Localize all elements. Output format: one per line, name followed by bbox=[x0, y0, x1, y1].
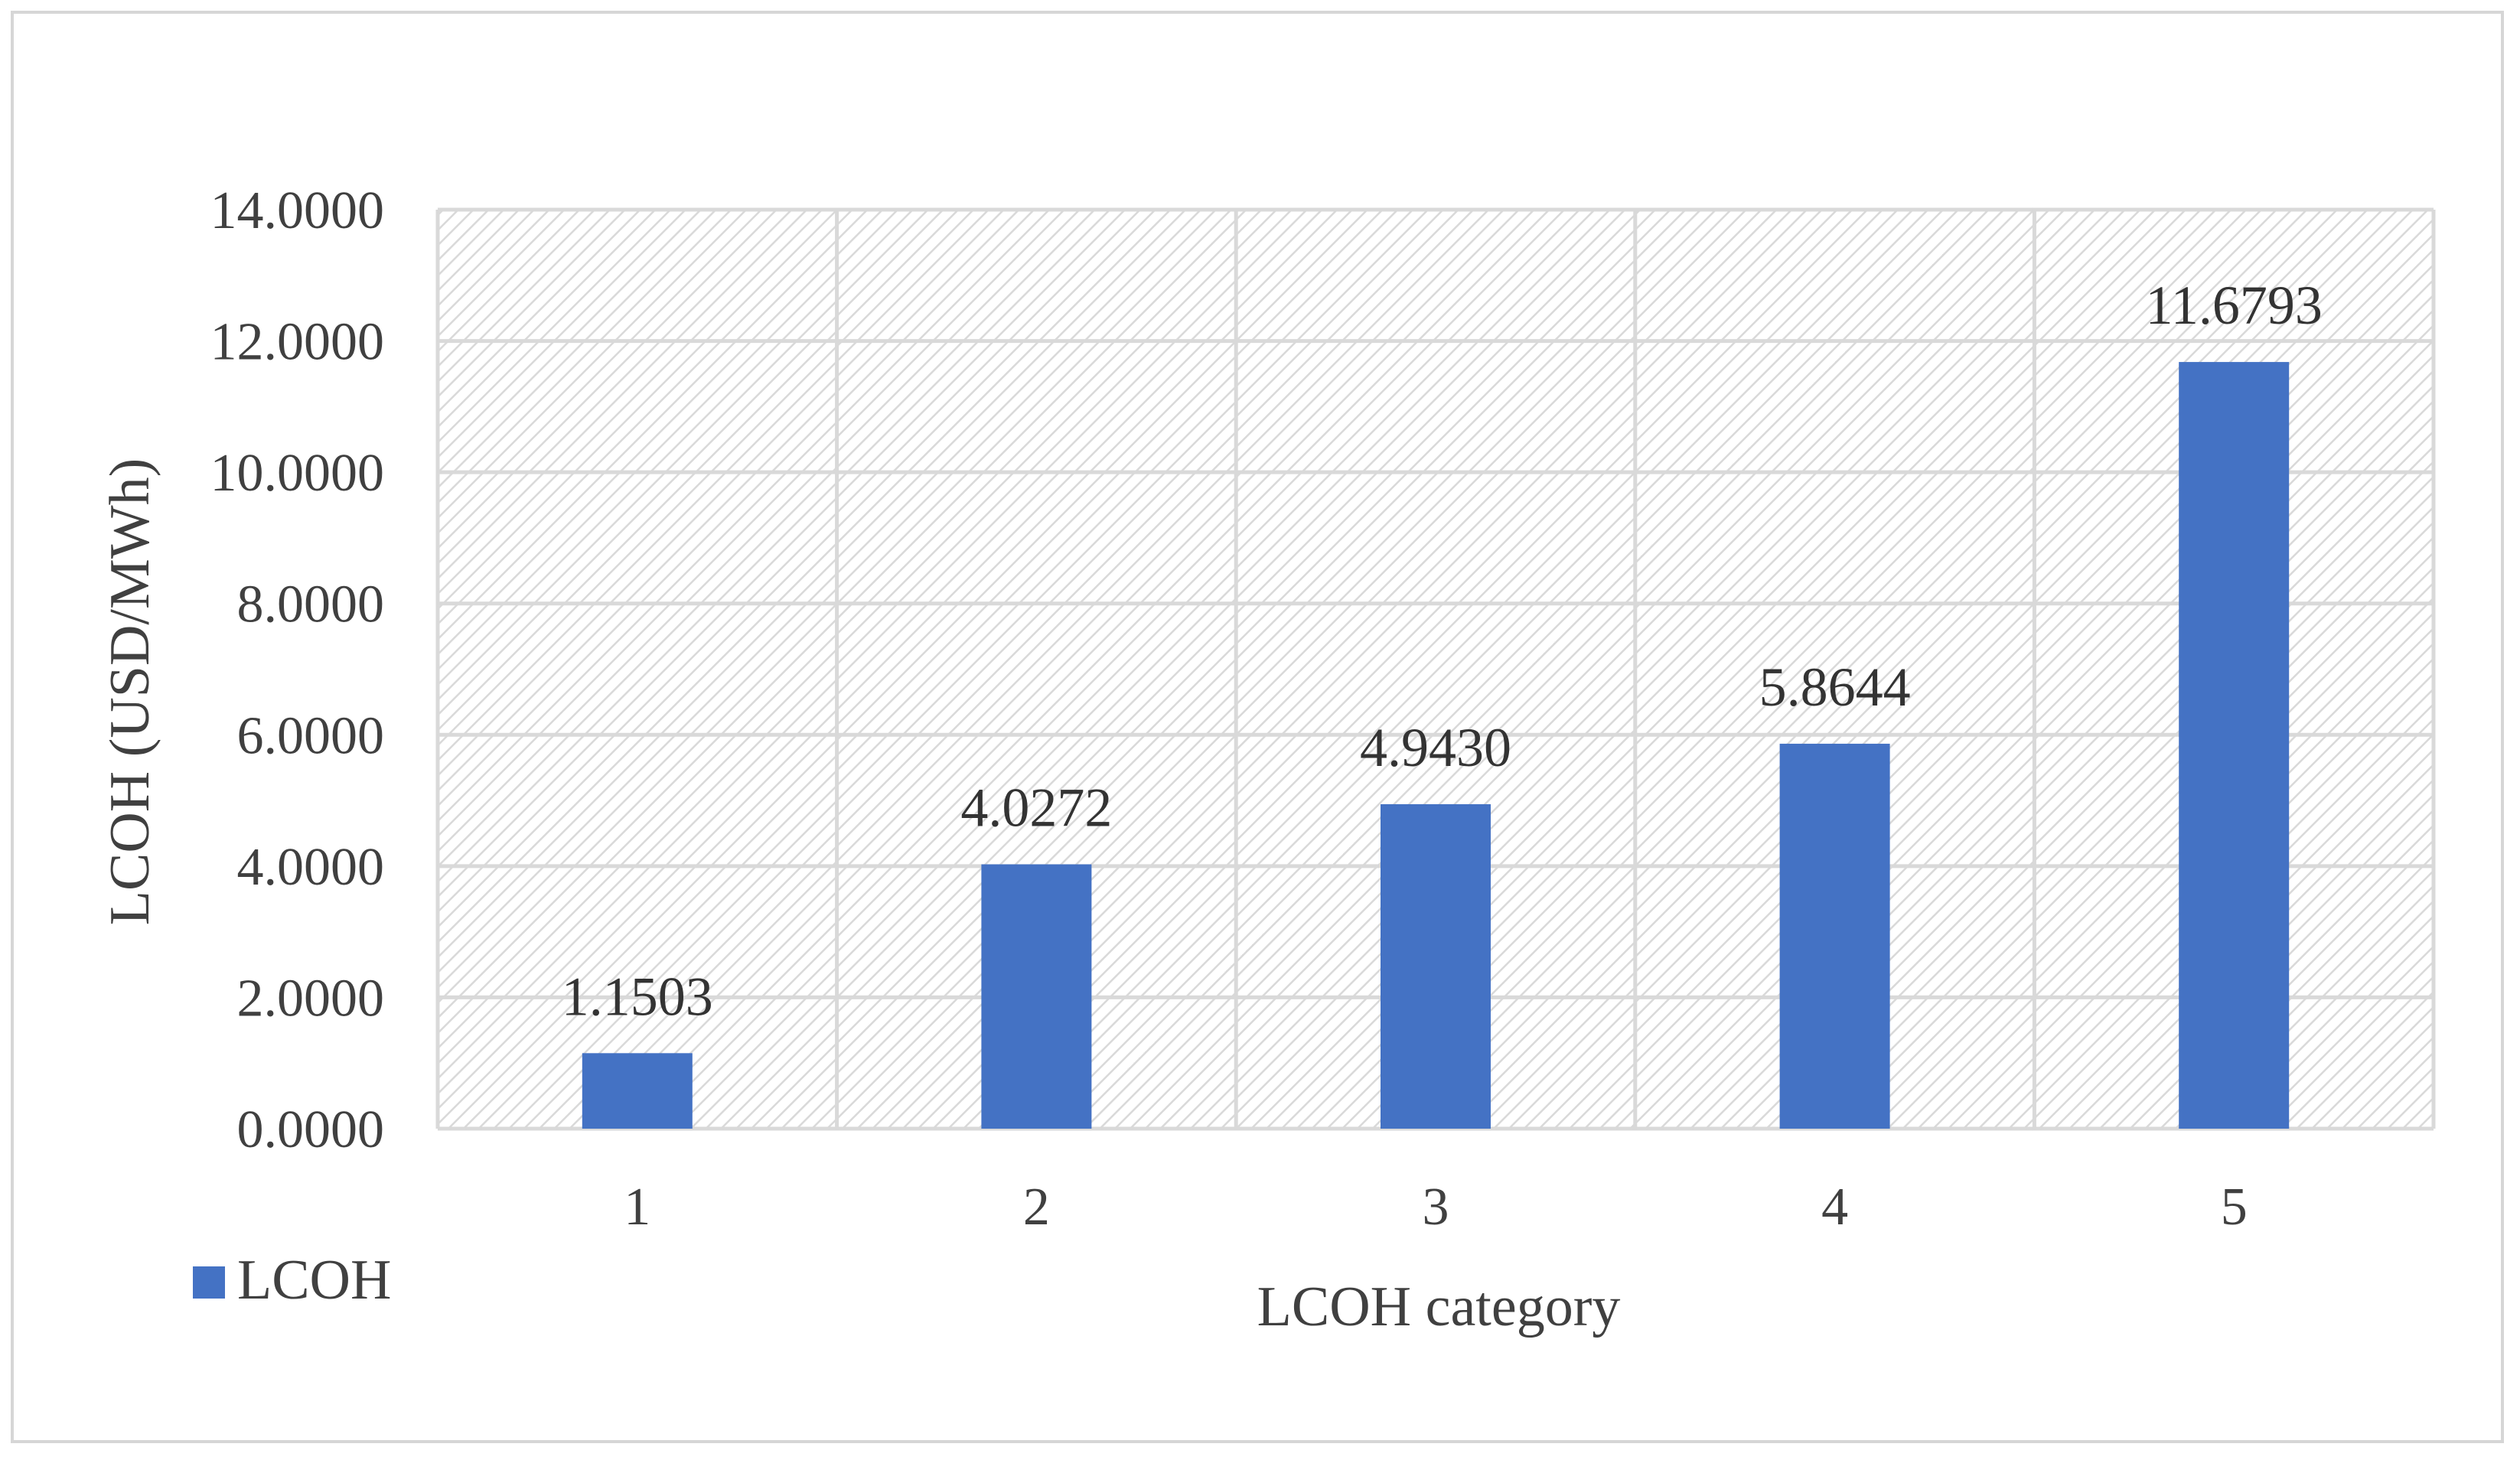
data-label-4: 5.8644 bbox=[1759, 657, 1911, 718]
bar-1 bbox=[582, 1053, 693, 1129]
data-label-5: 11.6793 bbox=[2146, 275, 2323, 336]
data-label-1: 1.1503 bbox=[562, 966, 713, 1027]
bar-5 bbox=[2179, 362, 2290, 1129]
x-axis-tick-labels: 1 2 3 4 5 bbox=[624, 1178, 2247, 1237]
y-axis-title: LCOH (USD/MWh) bbox=[99, 458, 161, 925]
y-tick-label: 0.0000 bbox=[237, 1100, 385, 1159]
y-tick-label: 4.0000 bbox=[237, 838, 385, 897]
legend-swatch-lcoh bbox=[193, 1266, 225, 1299]
y-tick-label: 2.0000 bbox=[237, 969, 385, 1028]
legend-label-lcoh: LCOH bbox=[237, 1249, 391, 1312]
y-tick-label: 6.0000 bbox=[237, 706, 385, 765]
y-axis-tick-labels: 0.0000 2.0000 4.0000 6.0000 8.0000 10.0000 12.… bbox=[210, 181, 385, 1159]
y-tick-label: 14.0000 bbox=[210, 181, 385, 240]
x-tick-label: 4 bbox=[1821, 1178, 1848, 1237]
x-tick-label: 1 bbox=[624, 1178, 650, 1237]
bars bbox=[582, 362, 2290, 1129]
data-label-2: 4.0272 bbox=[960, 777, 1112, 839]
x-tick-label: 5 bbox=[2221, 1178, 2248, 1237]
bar-3 bbox=[1381, 803, 1491, 1129]
bar-4 bbox=[1779, 743, 1890, 1129]
y-tick-label: 8.0000 bbox=[237, 575, 385, 634]
data-label-3: 4.9430 bbox=[1360, 717, 1511, 778]
data-labels: 1.1503 4.0272 4.9430 5.8644 11.6793 bbox=[562, 275, 2323, 1027]
bar-2 bbox=[981, 864, 1092, 1129]
x-tick-label: 2 bbox=[1023, 1178, 1050, 1237]
y-tick-label: 12.0000 bbox=[210, 313, 385, 372]
legend: LCOH bbox=[193, 1249, 391, 1312]
x-tick-label: 3 bbox=[1423, 1178, 1449, 1237]
y-tick-label: 10.0000 bbox=[210, 444, 385, 503]
x-axis-title: LCOH category bbox=[1257, 1276, 1621, 1338]
